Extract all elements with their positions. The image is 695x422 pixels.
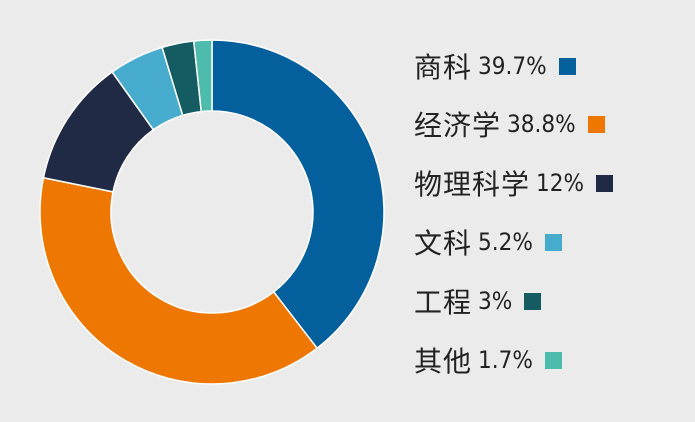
legend-value-label: 5.2% [478, 228, 533, 256]
legend-item: 其他 1.7% [414, 340, 562, 380]
legend-swatch [524, 292, 542, 310]
legend-item: 商科 39.7% [414, 46, 576, 86]
donut-slice-6 [192, 39, 213, 113]
legend-value-label: 39.7% [478, 52, 547, 80]
legend-category-label: 其他 [414, 345, 473, 378]
legend-swatch [596, 174, 614, 192]
legend-item: 经济学 38.8% [414, 104, 605, 144]
legend-swatch [587, 115, 605, 133]
legend-item: 工程 3% [414, 281, 542, 321]
donut-slice-2 [39, 176, 319, 385]
legend-category-label: 商科 [414, 51, 473, 84]
legend-value-label: 1.7% [478, 346, 533, 374]
legend-item: 文科 5.2% [414, 222, 562, 262]
legend-swatch [544, 233, 562, 251]
legend-category-label: 文科 [414, 227, 473, 260]
legend-value-label: 12% [536, 169, 585, 197]
legend-item: 物理科学 12% [414, 163, 614, 203]
legend-value-label: 38.8% [507, 110, 576, 138]
legend-value-label: 3% [478, 287, 513, 315]
legend-swatch [558, 57, 576, 75]
donut-slice-1 [211, 39, 385, 350]
legend-category-label: 工程 [414, 286, 473, 319]
legend-category-label: 经济学 [414, 109, 502, 142]
legend-category-label: 物理科学 [414, 168, 531, 201]
legend-swatch [544, 351, 562, 369]
